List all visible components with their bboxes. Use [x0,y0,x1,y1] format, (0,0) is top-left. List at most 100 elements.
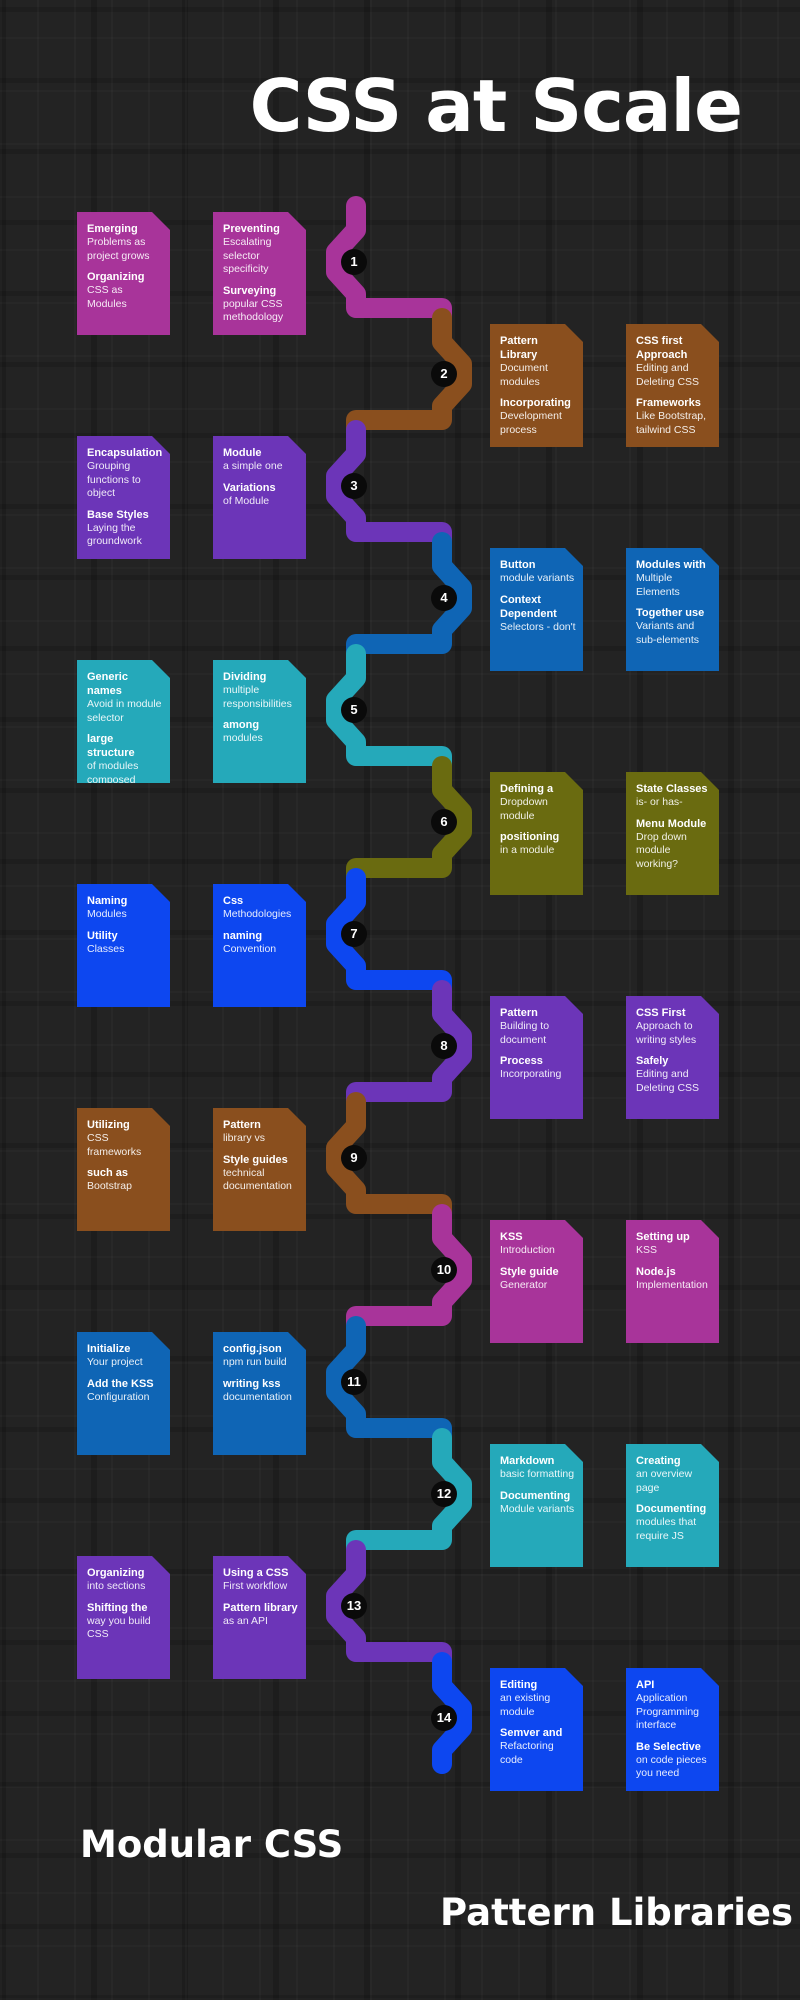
card-text: of modules composed [87,760,139,783]
card-heading: Menu Module [636,817,707,830]
card-heading: Surveying [223,284,277,297]
card-heading: Naming [87,895,128,907]
card-heading: large structure [87,733,135,759]
step-4-card-1: Button module variants Context Dependent Se… [490,548,583,671]
card-text: modules that require JS [636,1516,697,1542]
card-heading: Documenting [636,1503,707,1515]
card-text: of Module [223,494,270,507]
step-11-card-2: config.json npm run build writing kss docum… [213,1332,306,1455]
card-heading: writing kss [223,1377,281,1390]
card-text: basic formatting [500,1468,575,1480]
step-12-card-1: Markdown basic formatting Documenting Modul… [490,1444,583,1567]
step-8-card-2: CSS First Approach to writing styles Safel… [626,996,719,1119]
card-heading: Incorporating [500,397,571,409]
card-heading: Utility [87,929,118,942]
card-heading: Encapsulation [87,447,163,459]
card-heading: Modules with [636,559,706,571]
path-connector-3 [356,522,452,548]
card-heading: naming [223,929,263,942]
card-text: First workflow [223,1580,288,1592]
card-text: Bootstrap [87,1180,132,1192]
step-11-card-1: Initialize Your project Add the KSS Configu… [77,1332,170,1455]
card-heading: Markdown [500,1455,555,1467]
step-7-card-1: Naming Modules Utility Classes [77,884,170,1007]
card-heading: Initialize [87,1343,131,1355]
step-marker-7: 7 [341,921,367,947]
card-heading: Generic names [87,671,128,697]
card-heading: Variations [223,481,276,494]
card-text: Building to document [500,1020,550,1046]
step-marker-3: 3 [341,473,367,499]
step-marker-12: 12 [431,1481,457,1507]
card-heading: positioning [500,831,560,843]
step-3-card-1: Encapsulation Grouping functions to objec… [77,436,170,559]
card-text: Implementation [636,1278,708,1291]
card-heading: Pattern Library [500,335,538,361]
card-text: as an API [223,1614,268,1627]
card-text: on code pieces you need [636,1753,707,1779]
step-9-card-2: Pattern library vs Style guides technical d… [213,1108,306,1231]
step-13-card-2: Using a CSS First workflow Pattern library… [213,1556,306,1679]
card-heading: Setting up [636,1231,690,1243]
path-segment-6 [432,756,472,878]
step-marker-14: 14 [431,1705,457,1731]
card-heading: Css [223,895,244,907]
card-heading: Defining a [500,783,554,795]
card-heading: Shifting the [87,1601,148,1614]
card-text: Escalating selector specificity [223,236,272,275]
step-marker-5: 5 [341,697,367,723]
card-heading: Module [223,447,262,459]
path-connector-2 [346,410,442,436]
step-marker-4: 4 [431,585,457,611]
step-2-card-2: CSS first Approach Editing and Deleting C… [626,324,719,447]
step-10-card-2: Setting up KSS Node.js Implementation [626,1220,719,1343]
card-text: Configuration [87,1390,150,1403]
step-marker-6: 6 [431,809,457,835]
card-text: Generator [500,1278,548,1291]
card-text: Refactoring code [500,1740,554,1766]
step-marker-1: 1 [341,249,367,275]
path-segment-2 [432,308,472,430]
card-heading: Preventing [223,223,280,235]
card-text: Dropdown module [500,796,548,822]
card-text: Your project [87,1356,143,1368]
path-connector-1 [356,298,452,324]
path-segment-4 [432,532,472,654]
card-text: KSS [636,1244,658,1256]
step-9-card-1: Utilizing CSS frameworks such as Bootstrap [77,1108,170,1231]
card-text: Classes [87,942,125,955]
path-connector-10 [346,1306,442,1332]
step-4-card-2: Modules with Multiple Elements Together us… [626,548,719,671]
step-marker-10: 10 [431,1257,457,1283]
path-segment-1 [326,196,366,318]
card-heading: KSS [500,1231,523,1243]
card-text: library vs [223,1132,266,1144]
step-5-card-2: Dividing multiple responsibilities among mo… [213,660,306,783]
step-5-card-1: Generic names Avoid in module selector lar… [77,660,170,783]
card-text: Incorporating [500,1068,562,1080]
card-text: is- or has- [636,796,683,808]
card-heading: Style guide [500,1265,559,1278]
card-text: Drop down module working? [636,830,687,870]
path-segment-7 [326,868,366,990]
card-text: CSS frameworks [87,1132,142,1158]
step-6-card-1: Defining a Dropdown module positioning in a… [490,772,583,895]
path-connector-11 [356,1418,452,1444]
path-segment-12 [432,1428,472,1550]
card-heading: Pattern [223,1119,261,1131]
path-connector-4 [346,634,442,660]
card-heading: Pattern [500,1007,538,1019]
card-heading: Organizing [87,1567,145,1579]
card-heading: Base Styles [87,508,149,521]
path-connector-12 [346,1530,442,1556]
card-text: Module variants [500,1502,575,1515]
card-heading: Organizing [87,271,145,283]
card-text: Introduction [500,1244,555,1256]
card-heading: Using a CSS [223,1567,289,1579]
card-heading: such as [87,1167,128,1179]
path-connector-7 [356,970,452,996]
step-2-card-1: Pattern Library Document modules Incorpora… [490,324,583,447]
card-text: documentation [223,1390,292,1403]
card-heading: Process [500,1055,543,1067]
card-heading: Documenting [500,1489,571,1502]
